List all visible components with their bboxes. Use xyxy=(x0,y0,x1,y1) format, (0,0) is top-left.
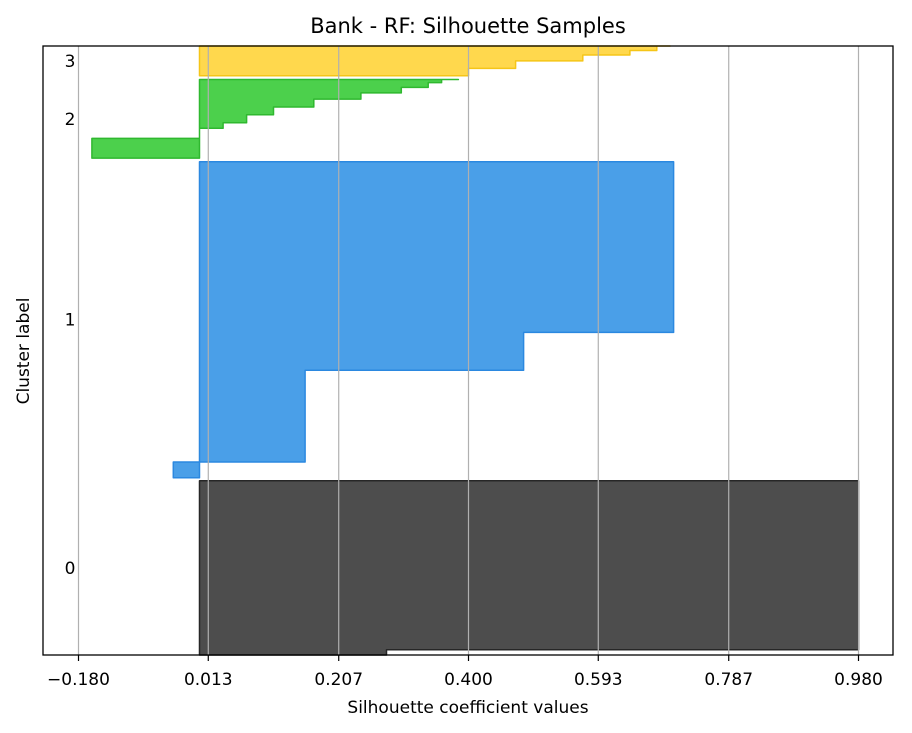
y-axis-label: Cluster label xyxy=(14,298,34,405)
plot-area: −0.180 0.013 0.207 0.400 0.593 0.787 0.980 0 1 2 3 xyxy=(42,45,894,690)
silhouette-area-cluster-3 xyxy=(198,45,671,77)
x-tick-label: 0.980 xyxy=(834,670,883,690)
cluster-label-1: 1 xyxy=(65,311,76,331)
x-tick-label: −0.180 xyxy=(47,670,110,690)
x-tick-label: 0.207 xyxy=(314,670,363,690)
x-tick-label: 0.400 xyxy=(444,670,493,690)
x-tick-label: 0.593 xyxy=(574,670,623,690)
cluster-label-0: 0 xyxy=(65,559,76,579)
cluster-label-2: 2 xyxy=(65,110,76,130)
silhouette-area-cluster-0 xyxy=(198,480,860,656)
x-tick-label: 0.013 xyxy=(184,670,233,690)
chart-title: Bank - RF: Silhouette Samples xyxy=(310,14,626,38)
x-axis-label: Silhouette coefficient values xyxy=(347,698,588,718)
cluster-label-3: 3 xyxy=(65,52,76,72)
silhouette-area-cluster-2 xyxy=(91,78,460,159)
silhouette-area-cluster-1 xyxy=(172,160,675,479)
x-tick-label: 0.787 xyxy=(704,670,753,690)
